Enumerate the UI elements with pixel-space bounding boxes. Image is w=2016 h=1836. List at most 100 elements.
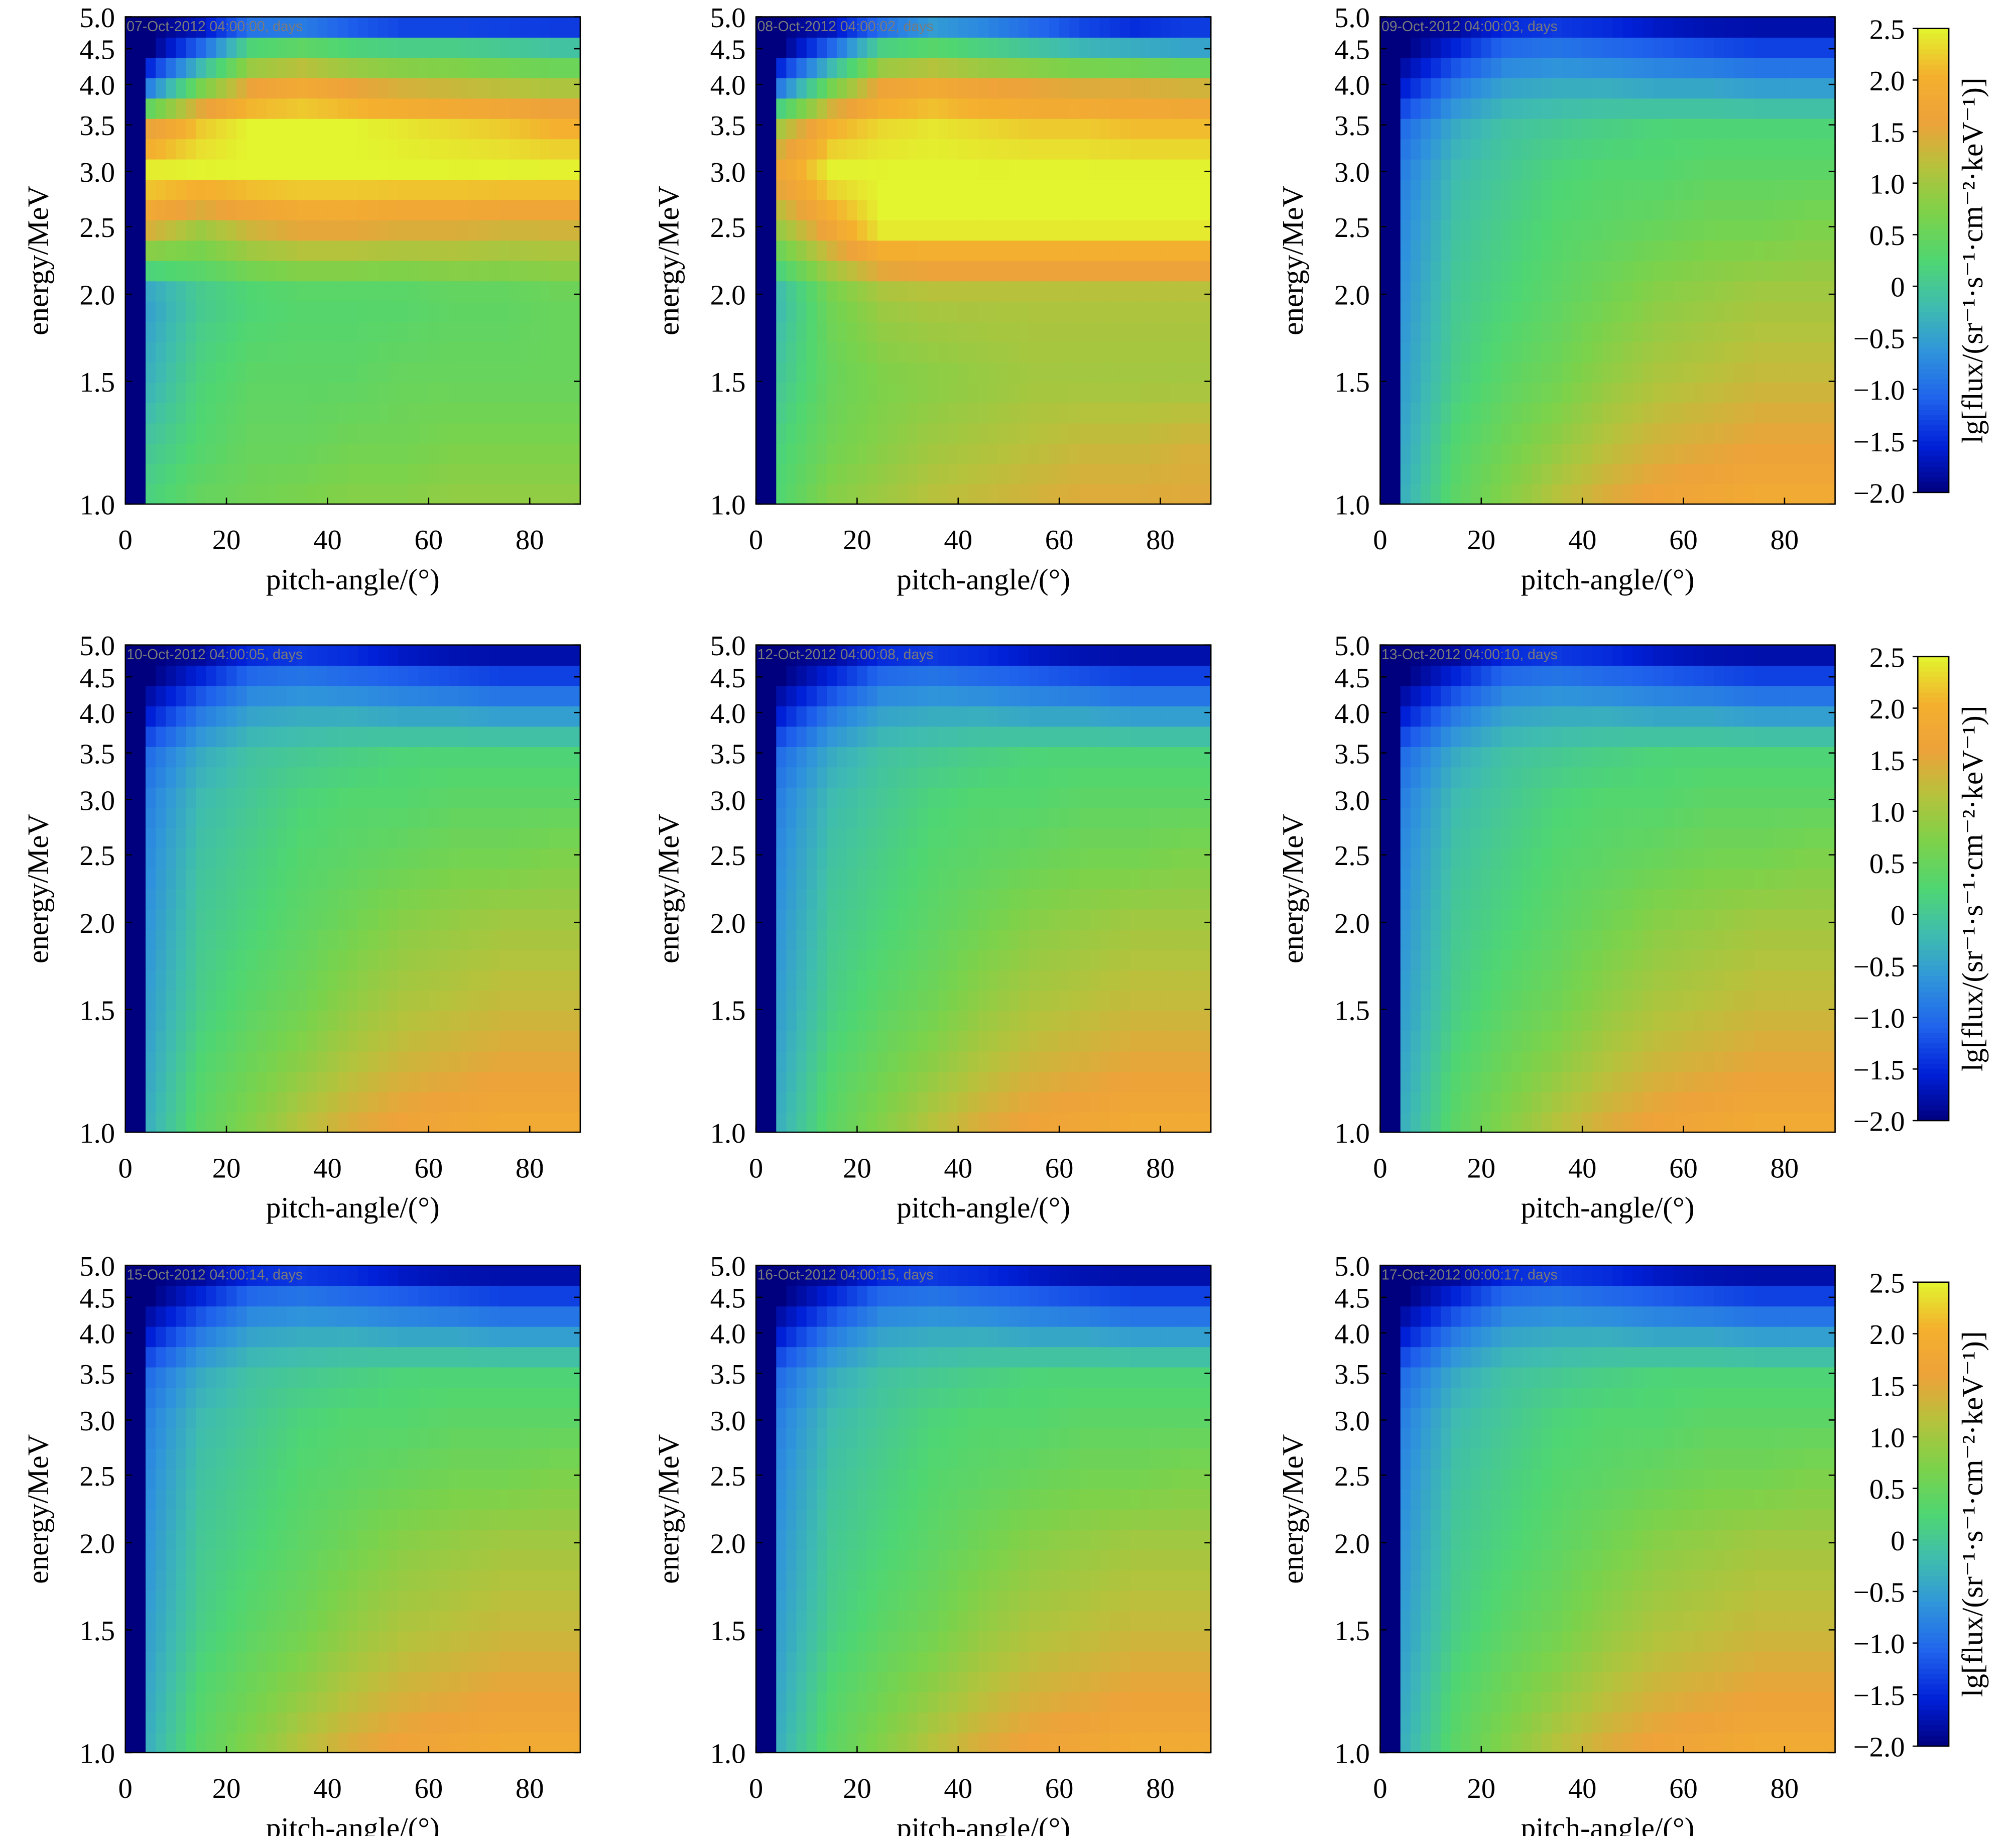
heatmap-cell <box>550 219 561 241</box>
heatmap-cell <box>1029 423 1040 444</box>
heatmap-cell <box>1089 37 1100 58</box>
heatmap-cell <box>806 77 817 99</box>
heatmap-cell <box>1632 260 1644 282</box>
heatmap-cell <box>530 301 541 322</box>
heatmap-cell <box>1805 199 1816 220</box>
heatmap-cell <box>897 281 909 302</box>
heatmap-cell <box>1683 301 1694 322</box>
heatmap-cell <box>1140 240 1151 261</box>
heatmap-cell <box>887 949 898 970</box>
heatmap-cell <box>469 726 480 747</box>
heatmap-cell <box>978 1010 989 1032</box>
heatmap-cell <box>388 990 399 1011</box>
heatmap-cell <box>1130 1112 1141 1133</box>
heatmap-cell <box>1734 463 1745 484</box>
heatmap-cell <box>166 949 177 970</box>
heatmap-cell <box>1160 240 1171 261</box>
heatmap-cell <box>408 645 419 666</box>
heatmap-cell <box>1019 37 1030 58</box>
heatmap-cell <box>520 159 531 180</box>
heatmap-cell <box>1441 382 1452 403</box>
heatmap-cell <box>206 483 217 505</box>
heatmap-cell <box>1009 463 1020 484</box>
heatmap-cell <box>857 888 868 910</box>
heatmap-cell <box>1019 260 1030 282</box>
heatmap-cell <box>257 98 268 119</box>
heatmap-cell <box>509 37 521 58</box>
heatmap-cell <box>847 77 858 99</box>
heatmap-cell <box>479 301 490 322</box>
heatmap-cell <box>1069 159 1080 180</box>
heatmap-cell <box>1180 1051 1191 1072</box>
heatmap-cell <box>206 909 217 930</box>
heatmap-cell <box>469 179 480 200</box>
heatmap-cell <box>1009 1031 1020 1052</box>
heatmap-cell <box>1592 423 1603 444</box>
heatmap-cell <box>1491 98 1502 119</box>
heatmap-cell <box>1774 199 1785 220</box>
heatmap-cell <box>877 909 888 930</box>
heatmap-cell <box>236 969 247 991</box>
heatmap-cell <box>438 969 450 991</box>
heatmap-cell <box>1582 341 1593 363</box>
heatmap-cell <box>246 361 258 383</box>
heatmap-cell <box>277 807 288 828</box>
heatmap-cell <box>938 118 949 140</box>
heatmap-cell <box>438 443 450 464</box>
heatmap-cell <box>1431 361 1442 383</box>
heatmap-cell <box>1491 423 1502 444</box>
heatmap-cell <box>1039 139 1050 160</box>
heatmap-cell <box>887 341 898 363</box>
heatmap-cell <box>368 118 379 140</box>
heatmap-cell <box>908 17 919 38</box>
heatmap-cell <box>1451 463 1462 484</box>
heatmap-cell <box>327 827 338 849</box>
heatmap-cell <box>1009 949 1020 970</box>
heatmap-cell <box>908 361 919 383</box>
heatmap-cell <box>145 77 157 99</box>
heatmap-cell <box>816 929 827 950</box>
heatmap-cell <box>196 139 207 160</box>
heatmap-cell <box>1612 423 1623 444</box>
heatmap-cell <box>756 219 767 241</box>
heatmap-cell <box>287 199 298 220</box>
heatmap-cell <box>267 98 278 119</box>
heatmap-cell <box>246 139 258 160</box>
heatmap-cell <box>826 423 838 444</box>
heatmap-cell <box>540 746 551 768</box>
heatmap-cell <box>867 118 878 140</box>
heatmap-cell <box>958 969 969 991</box>
heatmap-cell <box>1431 139 1442 160</box>
heatmap-cell <box>1653 483 1664 505</box>
heatmap-cell <box>469 57 480 78</box>
heatmap-cell <box>1622 98 1633 119</box>
heatmap-cell <box>530 969 541 991</box>
heatmap-cell <box>908 483 919 505</box>
heatmap-cell <box>560 57 571 78</box>
heatmap-cell <box>998 423 1010 444</box>
heatmap-cell <box>327 767 338 788</box>
heatmap-cell <box>257 685 268 707</box>
heatmap-cell <box>1069 1091 1080 1113</box>
heatmap-cell <box>776 179 787 200</box>
heatmap-cell <box>166 402 177 424</box>
heatmap-cell <box>418 281 429 302</box>
heatmap-cell <box>337 645 348 666</box>
heatmap-cell <box>560 909 571 930</box>
heatmap-cell <box>978 77 989 99</box>
heatmap-cell <box>560 848 571 869</box>
heatmap-cell <box>398 98 409 119</box>
heatmap-cell <box>1542 179 1553 200</box>
heatmap-cell <box>857 240 868 261</box>
heatmap-cell <box>206 767 217 788</box>
heatmap-cell <box>1592 402 1603 424</box>
heatmap-cell <box>837 929 848 950</box>
heatmap-cell <box>1703 57 1714 78</box>
heatmap-cell <box>368 1010 379 1032</box>
heatmap-cell <box>988 402 999 424</box>
heatmap-cell <box>176 179 187 200</box>
heatmap-cell <box>1643 37 1654 58</box>
heatmap-cell <box>1201 1091 1212 1113</box>
heatmap-cell <box>1815 17 1826 38</box>
heatmap-cell <box>1744 118 1755 140</box>
